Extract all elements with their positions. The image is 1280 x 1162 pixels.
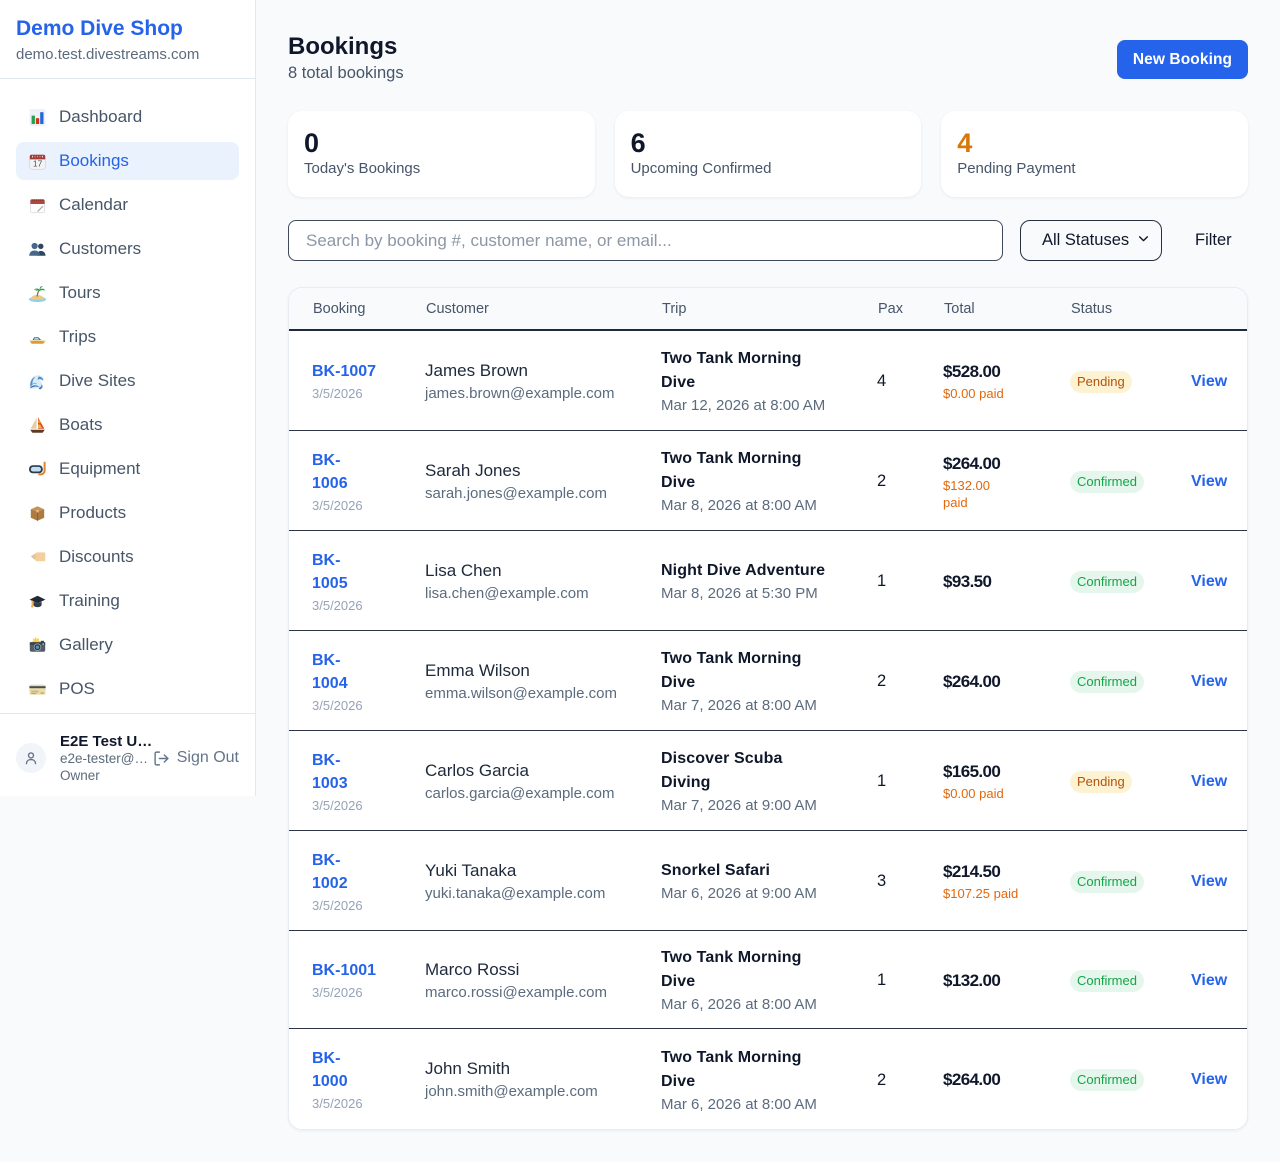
svg-text:17: 17	[33, 158, 43, 168]
